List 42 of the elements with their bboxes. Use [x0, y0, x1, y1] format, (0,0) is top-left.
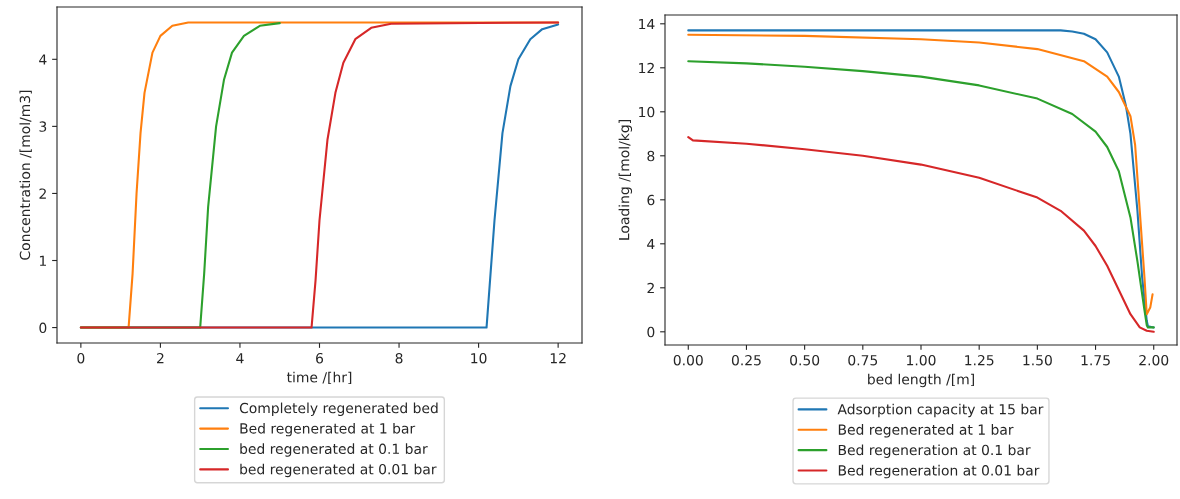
- y-tick-label: 6: [647, 194, 655, 206]
- y-tick-label: 4: [647, 238, 655, 250]
- y-tick-label: 2: [39, 188, 46, 199]
- x-tick-label: 0.00: [673, 354, 703, 366]
- legend-label: Adsorption capacity at 15 bar: [837, 403, 1044, 418]
- x-tick-label: 1.75: [1081, 355, 1110, 366]
- y-tick-label: 3: [39, 121, 47, 132]
- y-axis-title: Loading /[mol/kg]: [618, 120, 633, 240]
- y-axis-title: Concentration /[mol/m3]: [19, 90, 32, 260]
- y-tick-label: 2: [647, 282, 654, 294]
- x-tick-label: 1.25: [965, 354, 994, 366]
- x-axis-title: bed length /[m]: [868, 373, 974, 388]
- x-tick-label: 0.25: [731, 354, 761, 366]
- y-tick-label: 1: [39, 255, 46, 266]
- x-tick-label: 6: [316, 352, 324, 364]
- line-series: [687, 136, 1155, 333]
- x-tick-label: 10: [471, 352, 487, 364]
- x-tick-label: 2.00: [1139, 354, 1169, 366]
- y-tick-label: 14: [639, 18, 655, 30]
- x-tick-label: 8: [395, 352, 403, 364]
- x-axis-title: time /[hr]: [286, 371, 352, 385]
- x-tick-label: 1.50: [1023, 354, 1052, 366]
- x-tick-label: 0.50: [790, 354, 820, 366]
- legend-label: bed regenerated at 0.1 bar: [240, 443, 428, 457]
- x-tick-label: 2: [157, 352, 164, 364]
- legend-label: Bed regenerated at 1 bar: [838, 424, 1014, 438]
- y-tick-label: 4: [39, 54, 47, 65]
- x-tick-label: 0: [77, 352, 85, 364]
- y-tick-label: 8: [647, 150, 655, 162]
- y-tick-label: 12: [639, 62, 654, 74]
- legend-label: Bed regeneration at 0.1 bar: [838, 444, 1031, 458]
- legend-label: Completely regenerated bed: [239, 402, 438, 416]
- legend-label: bed regenerated at 0.01 bar: [240, 463, 437, 478]
- legend-label: Bed regenerated at 1 bar: [240, 422, 416, 437]
- x-tick-label: 4: [236, 353, 244, 364]
- legend-label: Bed regeneration at 0.01 bar: [838, 464, 1040, 479]
- y-tick-label: 0: [39, 322, 47, 334]
- y-tick-label: 10: [639, 106, 655, 118]
- x-tick-label: 12: [550, 352, 566, 364]
- x-tick-label: 0.75: [848, 354, 878, 366]
- x-tick-label: 1.00: [907, 354, 936, 366]
- y-tick-label: 0: [647, 326, 655, 338]
